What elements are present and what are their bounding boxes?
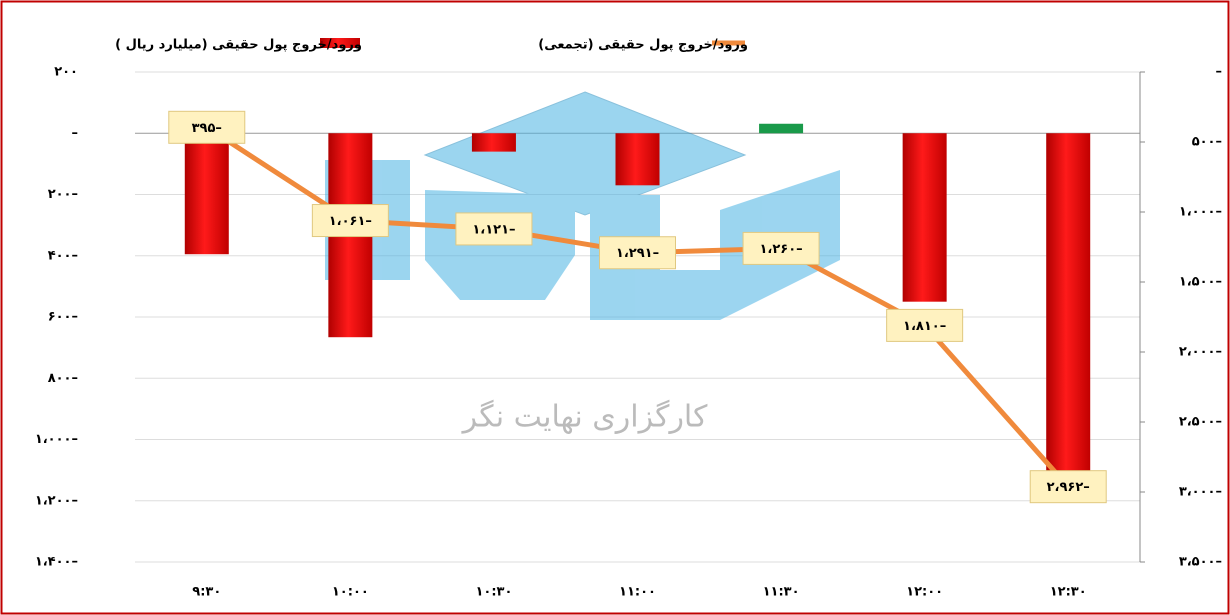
bar: [902, 133, 947, 302]
value-label: ۱،۸۱۰–: [903, 319, 946, 334]
bar: [184, 133, 229, 255]
value-label-box: [311, 204, 389, 238]
legend-label: ورود/خروج پول حقیقی (میلیارد ریال ): [115, 38, 362, 53]
y2-tick-label: ۳،۵۰۰–: [1179, 555, 1222, 570]
y-tick-label: –: [72, 126, 79, 141]
value-label-box: [599, 236, 676, 270]
y2-tick-label: –: [1216, 65, 1223, 80]
x-tick-label: ۱۰:۰۰: [332, 585, 369, 600]
value-label-box: [886, 308, 964, 342]
y-tick-label: ۸۰۰–: [48, 371, 78, 386]
y2-tick-label: ۱،۰۰۰–: [1179, 205, 1222, 220]
x-tick-label: ۱۱:۳۰: [763, 585, 800, 600]
y-tick-label: ۴۰۰–: [48, 248, 78, 263]
y-tick-label: ۲۰۰–: [48, 187, 78, 202]
watermark-text: کارگزاری نهایت نگر: [461, 400, 708, 435]
value-label-box: [168, 110, 246, 144]
x-tick-label: ۱۲:۰۰: [906, 585, 943, 600]
value-label-box: [1029, 470, 1107, 504]
x-tick-label: ۹:۳۰: [192, 585, 221, 600]
x-tick-label: ۱۱:۰۰: [619, 585, 656, 600]
x-tick-label: ۱۲:۳۰: [1050, 585, 1087, 600]
y2-tick-label: ۵۰۰–: [1192, 135, 1222, 150]
y2-tick-label: ۳،۰۰۰–: [1179, 485, 1222, 500]
y-tick-label: ۱،۰۰۰–: [35, 432, 78, 447]
y-tick-label: ۱،۴۰۰–: [35, 555, 78, 570]
y-tick-label: ۶۰۰–: [48, 310, 78, 325]
x-tick-label: ۱۰:۳۰: [475, 585, 512, 600]
value-label: ۲،۹۶۲–: [1047, 480, 1090, 495]
bar: [1046, 133, 1091, 487]
y2-tick-label: ۲،۰۰۰–: [1179, 345, 1222, 360]
y-tick-label: ۲۰۰: [54, 65, 78, 80]
bar: [615, 133, 660, 186]
legend-swatch-bar: [320, 38, 360, 48]
y-tick-label: ۱،۲۰۰–: [35, 493, 78, 508]
value-label: ۱،۲۹۱–: [616, 246, 659, 261]
value-label: ۱،۰۶۱–: [329, 214, 372, 229]
y2-tick-label: ۱،۵۰۰–: [1179, 275, 1222, 290]
value-label-box: [742, 231, 820, 265]
y2-tick-label: ۲،۵۰۰–: [1179, 415, 1222, 430]
value-label-box: [455, 212, 533, 246]
bar: [759, 123, 804, 134]
bar: [471, 133, 516, 152]
value-label: ۳۹۵–: [192, 121, 222, 136]
legend-label: ورود/خروج پول حقیقی (تجمعی): [538, 38, 748, 53]
value-label: ۱،۲۶۰–: [759, 242, 802, 257]
value-label: ۱،۱۲۱–: [472, 222, 515, 237]
